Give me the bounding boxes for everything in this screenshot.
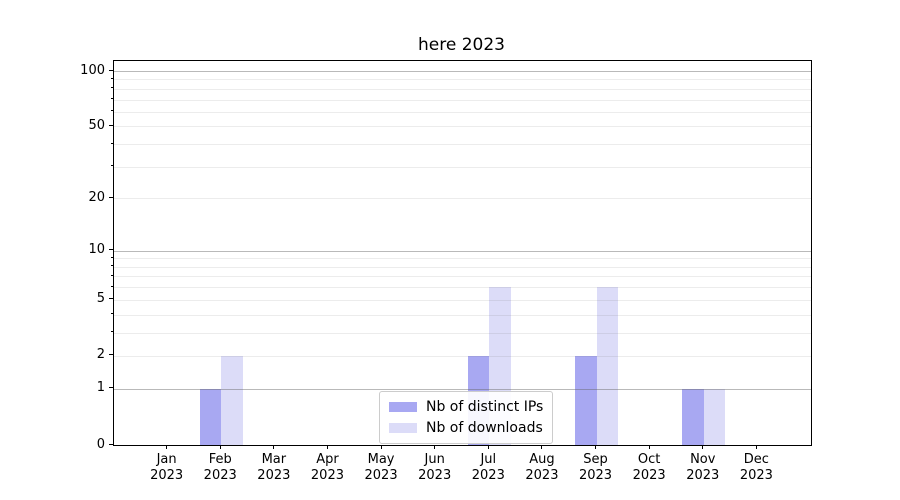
x-tick-mark <box>702 445 704 449</box>
x-tick-label-jun: Jun 2023 <box>418 452 452 483</box>
legend-label-downloads: Nb of downloads <box>426 420 543 436</box>
minor-gridline-y2 <box>114 355 811 357</box>
x-tick-label-sep: Sep 2023 <box>578 452 613 483</box>
y-tick-mark <box>109 387 113 389</box>
plot-area <box>113 60 812 446</box>
x-tick-mark <box>434 445 436 449</box>
minor-gridline-y40 <box>114 144 811 146</box>
x-tick-mark <box>380 445 382 449</box>
legend-swatch-distinct-ips <box>389 402 417 412</box>
major-gridline-y10 <box>114 250 811 252</box>
minor-gridline-y9 <box>114 258 811 260</box>
x-tick-label-mar: Mar 2023 <box>257 452 291 483</box>
bar-sep-series0 <box>575 355 597 445</box>
minor-gridline-y60 <box>114 111 811 113</box>
bar-sep-series1 <box>596 287 619 445</box>
x-tick-label-may: May 2023 <box>364 452 398 483</box>
minor-gridline-y5 <box>114 299 811 301</box>
y-tick-label-50: 50 <box>88 117 105 133</box>
x-tick-mark <box>755 445 757 449</box>
bar-nov-series1 <box>703 388 726 445</box>
legend-label-distinct-ips: Nb of distinct IPs <box>426 399 544 415</box>
x-tick-label-oct: Oct 2023 <box>632 452 666 483</box>
y-tick-label-10: 10 <box>88 242 105 258</box>
minor-gridline-y90 <box>114 79 811 81</box>
y-minor-tick-mark <box>110 142 113 144</box>
minor-gridline-y20 <box>114 198 811 200</box>
minor-gridline-y6 <box>114 287 811 289</box>
bar-feb-series0 <box>199 388 222 445</box>
x-tick-mark <box>541 445 543 449</box>
y-tick-mark <box>109 354 113 356</box>
legend: Nb of distinct IPs Nb of downloads <box>379 391 554 444</box>
x-tick-mark <box>166 445 168 449</box>
x-tick-mark <box>326 445 328 449</box>
minor-gridline-y80 <box>114 88 811 90</box>
y-minor-tick-mark <box>110 265 113 267</box>
minor-gridline-y70 <box>114 99 811 101</box>
chart-title: here 2023 <box>418 35 505 55</box>
x-tick-mark <box>648 445 650 449</box>
minor-gridline-y7 <box>114 276 811 278</box>
minor-gridline-y3 <box>114 332 811 334</box>
y-tick-label-20: 20 <box>88 189 105 205</box>
legend-swatch-downloads <box>389 423 417 433</box>
y-tick-label-0: 0 <box>96 436 105 452</box>
y-minor-tick-mark <box>110 87 113 89</box>
minor-gridline-y30 <box>114 166 811 168</box>
y-tick-label-100: 100 <box>80 62 105 78</box>
y-minor-tick-mark <box>110 313 113 315</box>
y-minor-tick-mark <box>110 331 113 333</box>
y-tick-mark <box>109 298 113 300</box>
y-minor-tick-mark <box>110 98 113 100</box>
legend-entry-distinct-ips: Nb of distinct IPs <box>389 398 543 416</box>
y-tick-mark <box>109 124 113 126</box>
y-minor-tick-mark <box>110 110 113 112</box>
x-tick-mark <box>595 445 597 449</box>
x-tick-label-dec: Dec 2023 <box>739 452 773 483</box>
y-minor-tick-mark <box>110 256 113 258</box>
legend-entry-downloads: Nb of downloads <box>389 419 543 437</box>
x-tick-label-apr: Apr 2023 <box>310 452 344 483</box>
x-tick-label-nov: Nov 2023 <box>686 452 720 483</box>
y-tick-mark <box>109 443 113 445</box>
major-gridline-y100 <box>114 71 811 72</box>
y-minor-tick-mark <box>110 77 113 79</box>
y-tick-label-5: 5 <box>96 291 105 307</box>
minor-gridline-y4 <box>114 314 811 316</box>
x-tick-label-jul: Jul 2023 <box>471 452 505 483</box>
minor-gridline-y50 <box>114 126 811 128</box>
bar-feb-series1 <box>221 355 243 445</box>
y-tick-mark <box>109 69 113 71</box>
x-tick-label-feb: Feb 2023 <box>203 452 237 483</box>
x-tick-label-jan: Jan 2023 <box>150 452 184 483</box>
x-tick-label-aug: Aug 2023 <box>525 452 559 483</box>
x-tick-mark <box>219 445 221 449</box>
minor-gridline-y8 <box>114 266 811 268</box>
y-minor-tick-mark <box>110 274 113 276</box>
y-tick-label-2: 2 <box>96 347 105 363</box>
y-tick-label-1: 1 <box>96 380 105 396</box>
y-tick-mark <box>109 249 113 251</box>
x-tick-mark <box>487 445 489 449</box>
y-tick-mark <box>109 196 113 198</box>
bar-nov-series0 <box>682 388 704 445</box>
y-minor-tick-mark <box>110 285 113 287</box>
x-tick-mark <box>273 445 275 449</box>
y-minor-tick-mark <box>110 165 113 167</box>
